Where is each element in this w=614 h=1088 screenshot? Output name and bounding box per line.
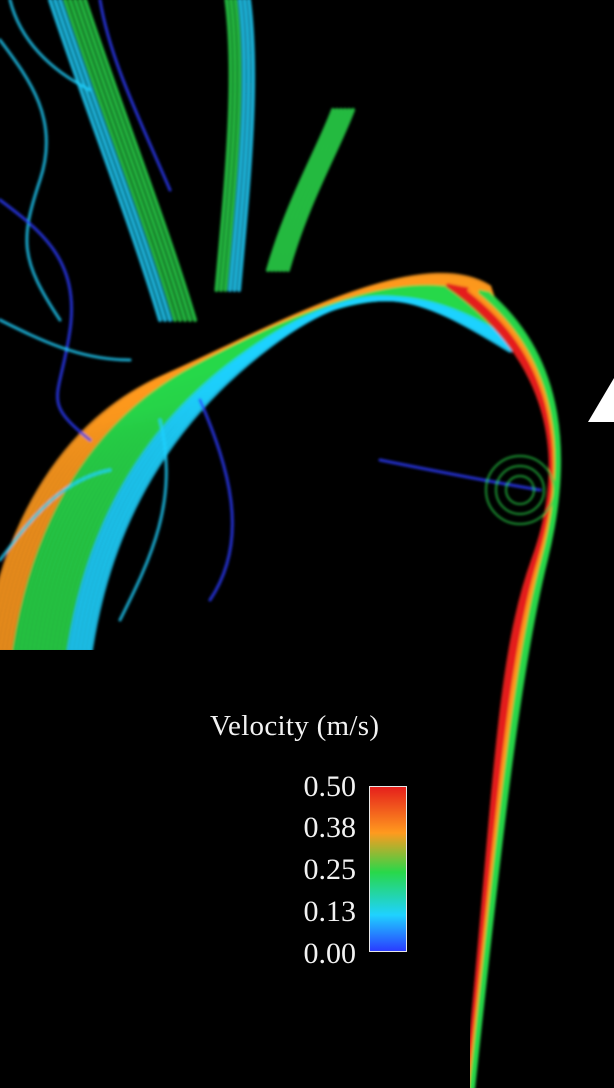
branch-right-streamline — [274, 108, 343, 272]
branch-center-streamline — [228, 0, 247, 292]
branch-left-streamline — [73, 0, 187, 322]
peripheral-vessel — [0, 318, 132, 362]
branch-center-streamline — [232, 0, 251, 292]
vortex-ring — [505, 475, 535, 505]
legend-title: Velocity (m/s) — [210, 710, 380, 742]
peripheral-vessel — [118, 418, 168, 622]
peripheral-vessel — [378, 458, 542, 492]
branch-center-streamline — [214, 0, 233, 292]
legend-tick-3: 0.13 — [303, 895, 357, 928]
legend-colorbar — [369, 786, 407, 952]
legend-tick-1: 0.38 — [303, 811, 357, 844]
legend-tick-2: 0.25 — [303, 853, 357, 886]
peripheral-vessel — [0, 468, 112, 562]
branch-right-streamline — [278, 108, 347, 272]
branch-left-streamline — [58, 0, 172, 322]
peripheral-vessel — [8, 0, 92, 92]
white-arrowhead — [588, 378, 614, 422]
branch-right-streamline — [270, 108, 339, 272]
legend-tick-0: 0.50 — [303, 770, 357, 803]
peripheral-vessel — [0, 198, 92, 442]
peripheral-vessel — [0, 38, 62, 322]
vortex-ring — [495, 465, 545, 515]
branch-right-streamline — [282, 108, 351, 272]
aortic-arch-streamline — [87, 295, 513, 653]
branch-left-streamline — [68, 0, 182, 322]
descending-aorta-streamline — [470, 291, 562, 1088]
branch-right-streamline — [266, 108, 335, 272]
peripheral-vessel — [98, 0, 172, 192]
peripheral-vessel — [198, 398, 234, 602]
legend-tick-4: 0.00 — [303, 937, 357, 970]
branch-center-streamline — [223, 0, 242, 292]
branch-center-streamline — [219, 0, 238, 292]
branch-left-streamline — [63, 0, 177, 322]
branch-right-streamline — [286, 108, 355, 272]
vortex-ring — [485, 455, 555, 525]
branch-left-streamline — [78, 0, 192, 322]
branch-left-streamline — [53, 0, 167, 322]
vessel-streamlines — [0, 0, 562, 1088]
branch-left-streamline — [83, 0, 197, 322]
branch-center-streamline — [237, 0, 256, 292]
branch-left-streamline — [48, 0, 162, 322]
